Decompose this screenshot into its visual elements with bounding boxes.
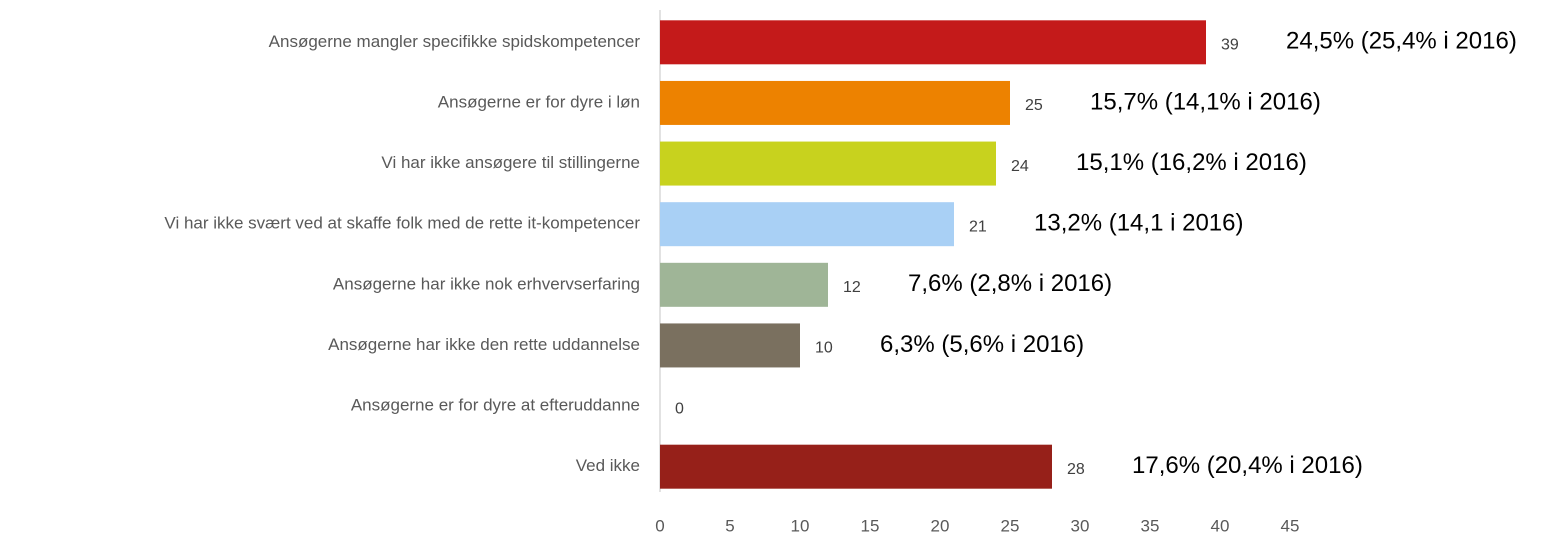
value-label: 10 (815, 340, 833, 357)
bar (660, 80, 1010, 125)
x-tick-label: 45 (1281, 516, 1300, 535)
category-label: Ansøgerne er for dyre i løn (438, 92, 640, 111)
category-label: Ansøgerne har ikke den rette uddannelse (328, 335, 640, 354)
annotation: 13,2% (14,1 i 2016) (1034, 210, 1243, 237)
annotation: 15,7% (14,1% i 2016) (1090, 88, 1321, 115)
bar (660, 262, 828, 307)
category-label: Vi har ikke ansøgere til stillingerne (381, 153, 640, 172)
bar (660, 444, 1052, 489)
bar (660, 20, 1206, 65)
value-label: 12 (843, 279, 861, 296)
annotation: 15,1% (16,2% i 2016) (1076, 149, 1307, 176)
value-label: 28 (1067, 461, 1085, 478)
annotation: 7,6% (2,8% i 2016) (908, 270, 1112, 297)
category-label: Ansøgerne har ikke nok erhvervserfaring (333, 274, 640, 293)
value-label: 0 (675, 400, 684, 417)
value-label: 39 (1221, 37, 1239, 54)
bar (660, 141, 996, 186)
value-label: 21 (969, 218, 987, 235)
annotation: 17,6% (20,4% i 2016) (1132, 452, 1363, 479)
category-label: Ved ikke (576, 456, 640, 475)
x-tick-label: 20 (931, 516, 950, 535)
bar (660, 202, 954, 247)
x-tick-label: 35 (1141, 516, 1160, 535)
x-tick-label: 0 (655, 516, 664, 535)
x-tick-label: 25 (1001, 516, 1020, 535)
category-label: Ansøgerne mangler specifikke spidskompet… (269, 32, 641, 51)
x-tick-label: 30 (1071, 516, 1090, 535)
category-label: Ansøgerne er for dyre at efteruddanne (351, 396, 640, 415)
x-tick-label: 10 (791, 516, 810, 535)
annotation: 24,5% (25,4% i 2016) (1286, 28, 1517, 55)
value-label: 25 (1025, 97, 1043, 114)
annotation: 6,3% (5,6% i 2016) (880, 331, 1084, 358)
value-label: 24 (1011, 158, 1029, 175)
x-tick-label: 15 (861, 516, 880, 535)
bar (660, 323, 800, 368)
category-label: Vi har ikke svært ved at skaffe folk med… (164, 214, 640, 233)
x-tick-label: 5 (725, 516, 734, 535)
x-tick-label: 40 (1211, 516, 1230, 535)
